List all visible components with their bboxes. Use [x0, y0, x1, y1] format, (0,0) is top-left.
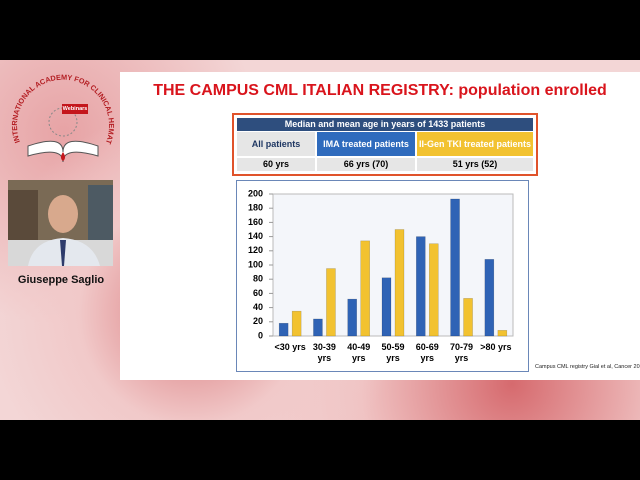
- x-tick-label: 70-79 yrs: [450, 342, 474, 363]
- footnote: Campus CML registry Gial et al, Cancer 2…: [535, 364, 640, 370]
- table: Median and mean age in years of 1433 pat…: [232, 113, 538, 176]
- y-tick-label: 20: [253, 316, 263, 326]
- webcam: [8, 180, 113, 266]
- speaker-name: Giuseppe Saglio: [17, 274, 105, 286]
- bar: [278, 322, 289, 337]
- bar: [381, 277, 392, 337]
- x-tick-label: 40-49 yrs: [347, 342, 371, 363]
- x-tick-label: <30 yrs: [274, 342, 306, 352]
- y-tick-label: 40: [253, 302, 263, 312]
- y-tick-label: 140: [248, 231, 263, 241]
- column-header: All patients: [237, 132, 315, 156]
- bar: [291, 310, 302, 337]
- drop: [61, 152, 65, 161]
- x-tick-label: 30-39 yrs: [312, 342, 336, 363]
- y-tick-label: 200: [248, 188, 263, 198]
- bar: [326, 268, 336, 337]
- y-tick-label: 60: [253, 288, 263, 298]
- bar: [416, 236, 426, 337]
- y-tick-label: 80: [253, 274, 263, 284]
- bar: [484, 259, 495, 337]
- table-cell: 51 yrs (52): [417, 158, 533, 171]
- table-caption: Median and mean age in years of 1433 pat…: [237, 118, 533, 131]
- table-cell: 60 yrs: [237, 158, 315, 171]
- table-cell: 66 yrs (70): [317, 158, 415, 171]
- bar: [429, 243, 439, 337]
- y-tick-label: 180: [248, 203, 263, 213]
- y-tick-label: 120: [248, 245, 263, 255]
- chart: 0 20 40 60 80 100 120 140 160 180 200 <30 yrs 30-39 …: [236, 180, 529, 372]
- badge: [62, 104, 88, 114]
- y-tick-label: 100: [248, 259, 263, 269]
- bar: [450, 198, 460, 337]
- bar: [360, 240, 370, 337]
- book: [27, 140, 99, 163]
- badge-text: Webinars: [63, 106, 88, 112]
- slide-title: THE CAMPUS CML ITALIAN REGISTRY: populat…: [153, 82, 607, 99]
- x-tick-label: 50-59 yrs: [381, 342, 405, 363]
- y-tick-label: 160: [248, 217, 263, 227]
- bar: [313, 318, 323, 337]
- column-header: II-Gen TKI treated patients: [417, 132, 533, 156]
- bar: [347, 298, 357, 337]
- bar: [463, 298, 473, 337]
- x-tick-label: >80 yrs: [480, 342, 512, 352]
- logo: INTERNATIONAL ACADEMY FOR CLINICAL HEMAT…: [8, 64, 116, 163]
- chart-svg: 0 20 40 60 80 100 120 140 160 180 200: [248, 188, 514, 340]
- plot-wall: [272, 193, 514, 337]
- y-tick-label: 0: [258, 330, 263, 340]
- x-tick-label: 60-69 yrs: [415, 342, 439, 363]
- bar: [497, 330, 508, 337]
- column-header: IMA treated patients: [317, 132, 415, 156]
- bar: [394, 229, 405, 337]
